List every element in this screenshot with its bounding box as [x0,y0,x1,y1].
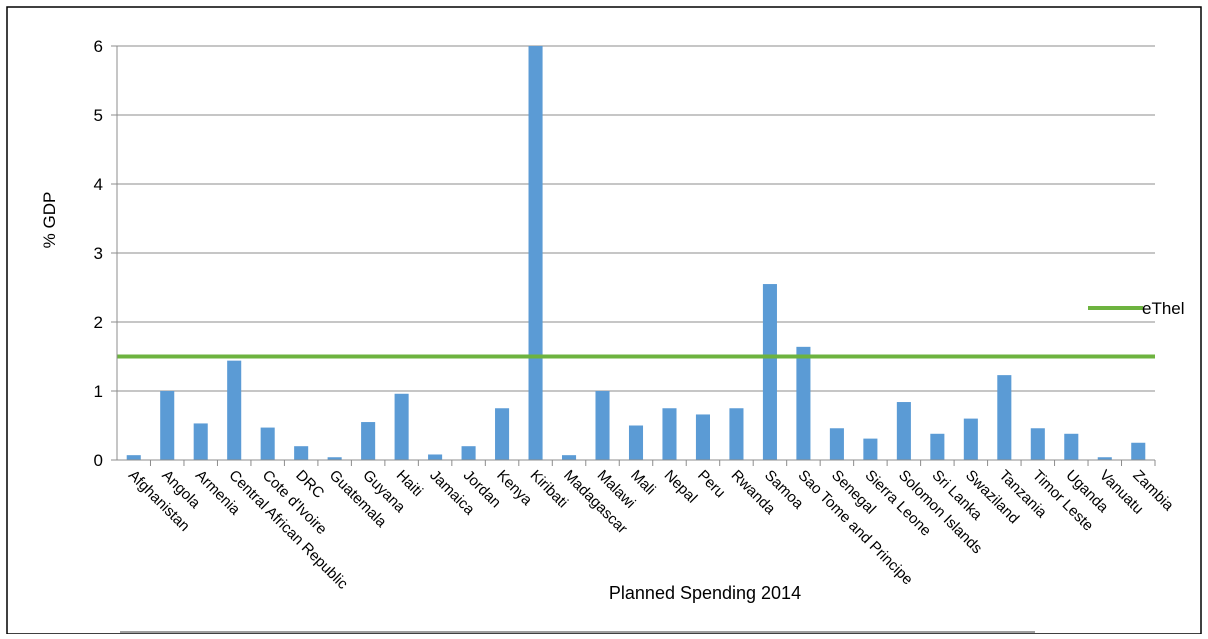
bar [428,454,443,460]
y-tick-label: 6 [94,37,103,56]
bar [394,393,409,460]
legend: eThel [1088,299,1185,318]
bar [662,408,677,460]
bar [595,391,610,460]
bar [729,408,744,460]
bar [260,427,275,460]
legend-label: eThel [1142,299,1185,318]
bar [1131,442,1146,460]
bar [1097,457,1112,460]
bar [461,446,476,460]
gridlines [117,45,1155,392]
bar [963,418,978,460]
bar [796,346,811,460]
y-tick-label: 0 [94,451,103,470]
bar [227,360,242,460]
bar [160,391,175,460]
y-tick-label: 4 [94,175,103,194]
x-axis-title: Planned Spending 2014 [609,583,801,603]
bar [695,414,710,460]
bar [930,433,945,460]
bar [1064,433,1079,460]
bar [863,438,878,460]
y-axis-title: % GDP [40,192,59,249]
bar [997,375,1012,460]
bar [829,428,844,460]
y-tick-label: 1 [94,382,103,401]
bar [762,284,777,460]
bar [628,425,644,460]
bar [495,408,510,460]
bar [361,422,376,460]
y-tick-label: 3 [94,244,103,263]
axes [111,45,1156,466]
bar [126,455,141,460]
bar [193,423,208,460]
bar [327,457,342,460]
chart-border [6,6,1202,635]
bar [1030,428,1045,460]
bar [528,46,543,460]
bar [562,455,577,460]
y-tick-label: 5 [94,106,103,125]
y-tick-label: 2 [94,313,103,332]
bar [294,446,309,460]
bar [896,402,911,460]
